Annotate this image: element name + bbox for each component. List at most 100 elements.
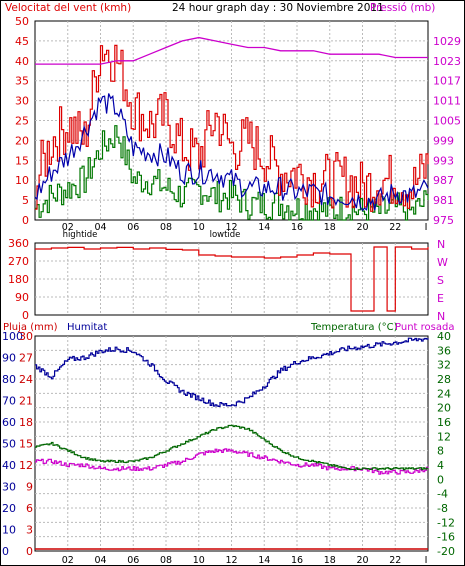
compass-label: N bbox=[437, 310, 445, 323]
temperature-tick-label: -20 bbox=[437, 545, 455, 558]
time-tick-label: 20 bbox=[356, 222, 368, 233]
temperature-tick-label: -16 bbox=[437, 531, 455, 544]
rain-tick-label: 18 bbox=[19, 416, 33, 429]
time-tick-label: 16 bbox=[291, 555, 303, 566]
pressure-tick-label: 981 bbox=[433, 194, 454, 207]
temp-humidity-panel: 0102030405060708090100036912151821242730… bbox=[2, 330, 455, 566]
temperature-tick-label: 0 bbox=[437, 473, 444, 486]
wind-tick-label: 50 bbox=[15, 15, 29, 28]
direction-tick-label: 360 bbox=[8, 237, 29, 250]
rain-tick-label: 6 bbox=[26, 502, 33, 515]
pressure-tick-label: 1017 bbox=[433, 75, 461, 88]
wind-tick-label: 35 bbox=[15, 75, 29, 88]
humidity-tick-label: 10 bbox=[2, 524, 16, 537]
rain-tick-label: 0 bbox=[26, 545, 33, 558]
temperature-tick-label: 24 bbox=[437, 387, 451, 400]
pressure-tick-label: 1023 bbox=[433, 55, 461, 68]
rain-tick-label: 30 bbox=[19, 330, 33, 343]
wind-tick-label: 15 bbox=[15, 154, 29, 167]
pressure-tick-label: 999 bbox=[433, 134, 454, 147]
pressure-tick-label: 975 bbox=[433, 214, 454, 227]
temperature-tick-label: 4 bbox=[437, 459, 444, 472]
humidity-tick-label: 100 bbox=[2, 330, 23, 343]
temperature-tick-label: 36 bbox=[437, 344, 451, 357]
time-tick-label: 02 bbox=[62, 222, 74, 233]
temperature-tick-label: 12 bbox=[437, 430, 451, 443]
humidity-tick-label: 60 bbox=[2, 416, 16, 429]
wind-tick-label: 45 bbox=[15, 35, 29, 48]
temperature-tick-label: -4 bbox=[437, 488, 448, 501]
humidity-tick-label: 90 bbox=[2, 352, 16, 365]
humidity-tick-label: 40 bbox=[2, 459, 16, 472]
time-tick-label: 06 bbox=[127, 555, 139, 566]
pressure-tick-label: 1011 bbox=[433, 95, 461, 108]
pressure-line bbox=[35, 36, 428, 65]
humidity-tick-label: 80 bbox=[2, 373, 16, 386]
time-tick-label: 18 bbox=[324, 555, 336, 566]
wind-tick-label: 40 bbox=[15, 55, 29, 68]
time-tick-label: 16 bbox=[291, 222, 303, 233]
temperature-tick-label: 40 bbox=[437, 330, 451, 343]
rain-label: Pluja (mm) bbox=[3, 322, 58, 333]
pressure-tick-label: 1005 bbox=[433, 115, 461, 128]
rain-tick-label: 12 bbox=[19, 459, 33, 472]
time-tick-label: 14 bbox=[258, 222, 270, 233]
time-tick-label: 14 bbox=[258, 555, 270, 566]
wind-minimum-line bbox=[35, 125, 429, 221]
temperature-label: Temperatura (°C) bbox=[310, 322, 398, 333]
direction-tick-label: 90 bbox=[15, 291, 29, 304]
wind-tick-label: 30 bbox=[15, 95, 29, 108]
time-tick-label: 12 bbox=[225, 222, 237, 233]
wind-average-line bbox=[34, 93, 429, 212]
time-tick-label: 08 bbox=[160, 555, 172, 566]
time-tick-label: 04 bbox=[94, 555, 106, 566]
time-tick-label: 02 bbox=[62, 555, 74, 566]
wind-tick-label: 5 bbox=[22, 194, 29, 207]
time-tick-label: 10 bbox=[193, 222, 205, 233]
wind-tick-label: 25 bbox=[15, 115, 29, 128]
rain-tick-label: 15 bbox=[19, 438, 33, 451]
pressure-tick-label: 1029 bbox=[433, 35, 461, 48]
wind-tick-label: 10 bbox=[15, 174, 29, 187]
rain-tick-label: 21 bbox=[19, 395, 33, 408]
time-tick-label: 12 bbox=[225, 555, 237, 566]
dew-label: Punt rosada bbox=[395, 322, 454, 333]
rain-tick-label: 3 bbox=[26, 524, 33, 537]
time-tick-label: 18 bbox=[324, 222, 336, 233]
wind-pressure-panel: 0 5 10 15 20 25 30 35 40 45 50 975 981 987 993 999 1005… bbox=[15, 15, 461, 240]
time-tick-label: 22 bbox=[389, 222, 401, 233]
high-tide-label-1: hightide bbox=[63, 230, 98, 240]
pressure-tick-label: 987 bbox=[433, 174, 454, 187]
pressure-tick-label: 993 bbox=[433, 154, 454, 167]
pressure-title: Pressió (mb) bbox=[370, 2, 435, 14]
temperature-tick-label: 16 bbox=[437, 416, 451, 429]
temperature-line bbox=[35, 424, 429, 471]
time-tick-label: I bbox=[425, 222, 428, 233]
compass-label: N bbox=[437, 238, 445, 251]
wind-tick-label: 0 bbox=[22, 214, 29, 227]
time-tick-label: 22 bbox=[389, 555, 401, 566]
time-tick-label: 10 bbox=[193, 555, 205, 566]
direction-tick-label: 270 bbox=[8, 255, 29, 268]
wind-tick-label: 20 bbox=[15, 134, 29, 147]
temperature-tick-label: 8 bbox=[437, 445, 444, 458]
temperature-tick-label: 28 bbox=[437, 373, 451, 386]
humidity-line bbox=[35, 337, 429, 407]
time-tick-label: 20 bbox=[356, 555, 368, 566]
humidity-tick-label: 0 bbox=[2, 545, 9, 558]
rain-tick-label: 24 bbox=[19, 373, 33, 386]
temperature-tick-label: -12 bbox=[437, 516, 455, 529]
humidity-tick-label: 30 bbox=[2, 481, 16, 494]
humidity-label: Humitat bbox=[67, 322, 107, 333]
rain-tick-label: 27 bbox=[19, 352, 33, 365]
temperature-tick-label: 20 bbox=[437, 402, 451, 415]
direction-tick-label: 0 bbox=[22, 309, 29, 322]
humidity-tick-label: 70 bbox=[2, 395, 16, 408]
rain-tick-label: 9 bbox=[26, 481, 33, 494]
compass-label: W bbox=[437, 256, 448, 269]
humidity-tick-label: 20 bbox=[2, 502, 16, 515]
direction-tick-label: 180 bbox=[8, 273, 29, 286]
time-tick-label: 06 bbox=[127, 222, 139, 233]
